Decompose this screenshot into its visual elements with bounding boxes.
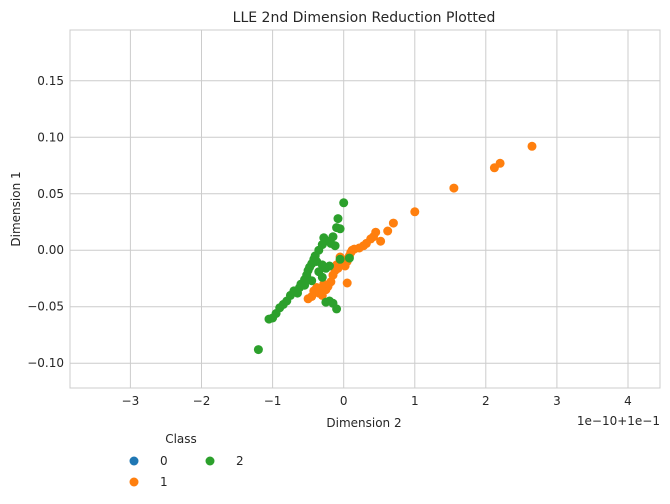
data-point-class-1 — [317, 290, 327, 300]
data-point-class-2 — [293, 288, 302, 298]
data-point-class-2 — [321, 297, 331, 307]
data-point-class-1 — [449, 183, 459, 193]
legend-title: Class — [165, 432, 197, 446]
data-point-class-2 — [335, 254, 345, 264]
y-tick-label: −0.10 — [27, 356, 64, 370]
data-point-class-2 — [253, 345, 263, 355]
chart-title: LLE 2nd Dimension Reduction Plotted — [233, 10, 496, 26]
data-points — [253, 141, 537, 355]
data-point-class-2 — [326, 238, 336, 248]
data-point-class-2 — [264, 314, 274, 324]
data-point-class-1 — [376, 236, 386, 246]
y-tick-label: 0.15 — [37, 74, 64, 88]
y-tick-label: 0.00 — [37, 243, 64, 257]
x-offset-label: 1e−10+1e−1 — [577, 414, 660, 428]
data-point-class-1 — [527, 141, 537, 151]
x-tick-label: 0 — [340, 394, 348, 408]
data-point-class-2 — [344, 253, 354, 263]
y-tick-label: 0.05 — [37, 187, 64, 201]
data-point-class-2 — [300, 280, 310, 290]
data-point-class-1 — [383, 226, 393, 236]
data-point-class-1 — [342, 278, 352, 288]
legend-label-class-1: 1 — [160, 475, 168, 489]
x-tick-label: −2 — [193, 394, 211, 408]
x-tick-label: −1 — [264, 394, 282, 408]
tick-labels: −3 −2 −1 0 1 2 3 4 −0.10 −0.05 0.00 0.05 0.10 0.15 — [27, 74, 632, 408]
x-tick-label: 4 — [624, 394, 632, 408]
data-point-class-2 — [307, 276, 317, 286]
data-point-class-2 — [335, 224, 345, 234]
data-point-class-1 — [388, 218, 398, 228]
data-point-class-1 — [410, 207, 420, 217]
legend: Class 0 1 2 — [129, 432, 244, 489]
x-tick-label: 2 — [482, 394, 490, 408]
plot-frame — [69, 29, 661, 389]
legend-marker-class-0 — [129, 456, 139, 466]
y-tick-label: −0.05 — [27, 300, 64, 314]
legend-label-class-2: 2 — [236, 454, 244, 468]
legend-marker-class-2 — [205, 456, 215, 466]
data-point-class-1 — [489, 163, 499, 173]
x-axis-label: Dimension 2 — [326, 416, 401, 430]
x-tick-label: −3 — [122, 394, 140, 408]
data-point-class-2 — [332, 304, 342, 314]
legend-label-class-0: 0 — [160, 454, 168, 468]
x-tick-label: 1 — [411, 394, 419, 408]
y-tick-label: 0.10 — [37, 130, 64, 144]
data-point-class-2 — [314, 267, 324, 277]
grid-lines — [70, 30, 660, 388]
data-point-class-2 — [333, 214, 343, 224]
x-tick-label: 3 — [553, 394, 561, 408]
y-axis-label: Dimension 1 — [9, 171, 23, 246]
data-point-class-1 — [303, 294, 313, 304]
data-point-class-2 — [325, 261, 334, 271]
data-point-class-2 — [339, 198, 349, 208]
legend-marker-class-1 — [129, 477, 139, 487]
